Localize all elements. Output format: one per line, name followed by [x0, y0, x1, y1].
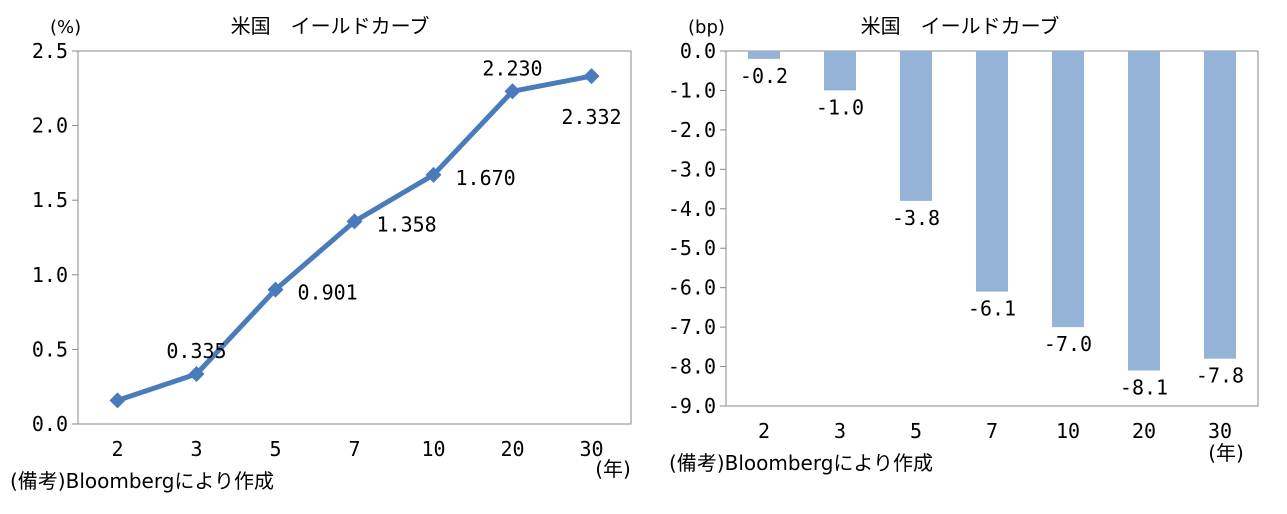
x-unit-label: (年): [1208, 441, 1244, 465]
data-point-marker: [504, 83, 521, 100]
x-tick-label: 20: [500, 437, 524, 461]
x-axis: 2 3 5 7 10 20 30: [111, 437, 603, 461]
data-label: 0.901: [298, 281, 358, 305]
x-tick-label: 5: [910, 419, 922, 443]
data-point-marker: [188, 366, 205, 383]
bar-chart: (bp) 米国 イールドカーブ 0.0-1.0-2.0-3.0-4.0-5.0-…: [668, 14, 1259, 475]
y-tick-label: -5.0: [668, 236, 716, 260]
x-tick-label: 30: [579, 437, 603, 461]
y-tick-label: -1.0: [668, 78, 716, 102]
x-tick-label: 30: [1208, 419, 1232, 443]
x-tick-label: 10: [421, 437, 445, 461]
plot-area: [77, 50, 632, 425]
data-labels: 0.335 0.901 1.358 1.670 2.230 2.332: [166, 56, 621, 363]
bar: [824, 51, 856, 91]
y-tick-label: -9.0: [668, 394, 716, 418]
x-tick-label: 2: [111, 437, 123, 461]
bar-series: [748, 51, 1236, 371]
data-labels: -0.2 -1.0 -3.8 -6.1 -7.0 -8.1 -7.8: [740, 64, 1244, 400]
x-tick-label: 5: [269, 437, 281, 461]
data-label: -8.1: [1120, 376, 1168, 400]
bar: [1128, 51, 1160, 371]
line-chart: (%) 米国 イールドカーブ 0.0 0.5 1.0 1.5 2.0 2.5 2 3 5 7 10…: [10, 14, 632, 493]
series-markers: [109, 68, 600, 409]
y-tick-label: 0.0: [680, 39, 716, 63]
bar-chart-panel: (bp) 米国 イールドカーブ 0.0 -1.0 -2.0 -3.0 -4.0 -5.0-…: [640, 0, 1287, 510]
y-tick-label: 0.5: [32, 337, 68, 361]
data-label: 1.670: [456, 166, 516, 190]
data-label: 2.230: [482, 56, 542, 80]
bar: [748, 51, 780, 59]
data-point-marker: [267, 281, 284, 298]
source-note: (備考)Bloombergにより作成: [10, 469, 274, 493]
data-point-marker: [346, 213, 363, 230]
y-axis: 0.0 -1.0 -2.0 -3.0 -4.0 -5.0 -6.0 -7.0 -8.0 -9.0: [668, 39, 726, 418]
y-tick-label: 1.5: [32, 188, 68, 212]
y-tick-label: -2.0: [668, 118, 716, 142]
chart-title: 米国 イールドカーブ: [861, 14, 1060, 38]
chart-title: 米国 イールドカーブ: [231, 14, 430, 38]
bar: [1204, 51, 1236, 359]
x-tick-label: 7: [348, 437, 360, 461]
data-label: -7.8: [1196, 364, 1244, 388]
y-tick-label: -7.0: [668, 315, 716, 339]
x-tick-label: 3: [190, 437, 202, 461]
y-tick-label: 0.0: [32, 412, 68, 436]
x-axis: 2 3 5 7 10 20 30: [758, 419, 1232, 443]
bar: [900, 51, 932, 201]
x-tick-label: 10: [1056, 419, 1080, 443]
data-point-marker: [109, 392, 126, 409]
y-tick-label: -4.0: [668, 197, 716, 221]
y-tick-label: 2.0: [32, 114, 68, 138]
y-tick-label: -6.0: [668, 276, 716, 300]
line-chart-panel: (%) 米国 イールドカーブ 0.0 0.5 1.0 1.5 2.0 2.5 2 3 5 7 10…: [0, 0, 640, 510]
y-unit-label: (bp): [688, 17, 725, 38]
data-label: 2.332: [561, 105, 621, 129]
data-label: -6.1: [968, 297, 1016, 321]
x-tick-label: 20: [1132, 419, 1156, 443]
x-tick-label: 3: [834, 419, 846, 443]
data-label: 0.335: [166, 339, 226, 363]
data-label: 1.358: [377, 212, 437, 236]
x-tick-label: 2: [758, 419, 770, 443]
bar: [976, 51, 1008, 292]
x-tick-label: 7: [986, 419, 998, 443]
data-label: -1.0: [816, 95, 864, 119]
bar: [1052, 51, 1084, 328]
y-unit-label: (%): [50, 17, 81, 38]
y-tick-label: 1.0: [32, 263, 68, 287]
y-tick-label: -8.0: [668, 355, 716, 379]
data-label: -3.8: [892, 206, 940, 230]
data-point-marker: [425, 166, 442, 183]
data-label: -0.2: [740, 64, 788, 88]
x-unit-label: (年): [595, 457, 631, 481]
data-point-marker: [583, 68, 600, 85]
source-note: (備考)Bloombergにより作成: [669, 451, 933, 475]
data-label: -7.0: [1044, 332, 1092, 356]
y-tick-label: -3.0: [668, 157, 716, 181]
y-axis: 0.0 0.5 1.0 1.5 2.0 2.5: [32, 39, 78, 436]
y-tick-label: 2.5: [32, 39, 68, 63]
